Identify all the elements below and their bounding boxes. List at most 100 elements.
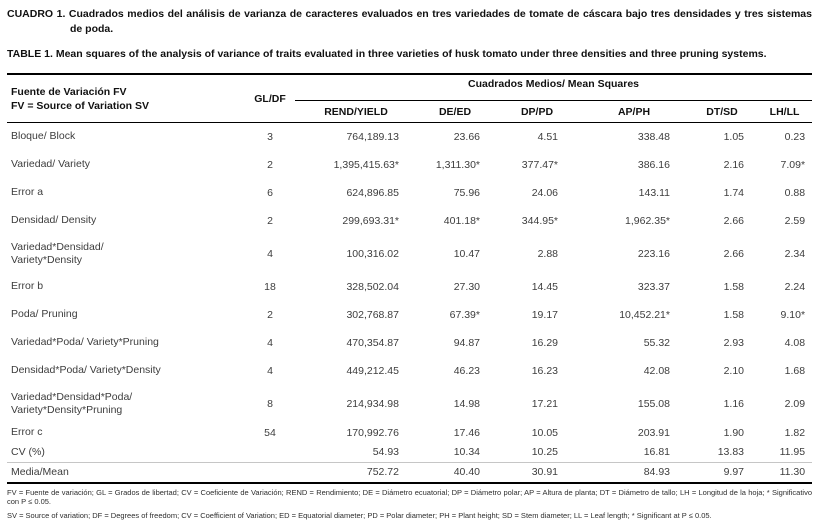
row-source: Variedad*Densidad*Poda/Variety*Density*P… xyxy=(7,385,245,423)
row-source-text: Media/Mean xyxy=(11,465,69,478)
row-source-text: Error b xyxy=(11,280,44,292)
row-source: Media/Mean xyxy=(7,462,245,483)
cell-ph: 155.08 xyxy=(637,397,670,410)
table-row-error-c: Error c 54 170,992.76 17.46 10.05 203.91… xyxy=(7,423,812,443)
cell-yield: 624,896.85 xyxy=(346,186,399,199)
row-source-text-2: Variety*Density*Pruning xyxy=(11,403,123,416)
cell-ph: 386.16 xyxy=(637,158,670,171)
row-source-text-2: Variety*Density xyxy=(11,253,82,266)
caption-spanish-text: Cuadrados medios del análisis de varianz… xyxy=(68,8,812,35)
cell-ed: 10.34 xyxy=(453,446,480,459)
row-source: Variedad*Poda/ Variety*Pruning xyxy=(7,329,245,357)
cell-ll: 2.24 xyxy=(784,280,806,293)
col-header-sd: DT/SD xyxy=(687,100,757,123)
cell-ll: 4.08 xyxy=(784,336,806,349)
row-source-text: Variedad/ Variety xyxy=(11,158,90,170)
footnote-english: SV = Source of variation; DF = Degrees o… xyxy=(7,510,712,520)
table-row-variety: Variedad/ Variety 2 1,395,415.63* 1,311.… xyxy=(7,151,812,179)
cell-ed: 27.30 xyxy=(453,280,480,293)
cell-pd: 17.21 xyxy=(531,397,558,410)
row-source-text: Error c xyxy=(11,426,43,438)
source-column-header: Fuente de Variación FV FV = Source of Va… xyxy=(7,74,245,123)
cell-ll: 9.10* xyxy=(780,308,806,321)
cell-sd: 1.74 xyxy=(723,186,744,199)
table-row-variety-density-pruning: Variedad*Densidad*Poda/Variety*Density*P… xyxy=(7,385,812,423)
cell-ed: 40.40 xyxy=(417,462,493,483)
col-header-ll: LH/LL xyxy=(757,100,813,123)
row-df: 54 xyxy=(264,426,276,439)
cell-pd: 16.23 xyxy=(531,364,558,377)
cell-ll: 0.88 xyxy=(784,186,806,199)
cell-ll: 7.09* xyxy=(780,158,806,171)
row-df: 2 xyxy=(267,158,273,171)
cell-sd: 2.10 xyxy=(723,364,744,377)
cell-ll: 2.59 xyxy=(784,214,806,227)
cell-ll: 11.95 xyxy=(779,446,806,459)
row-source: Bloque/ Block xyxy=(7,123,245,151)
table-row-variety-density: Variedad*Densidad/Variety*Density 4 100,… xyxy=(7,235,812,273)
cell-ll: 2.34 xyxy=(784,247,806,260)
mean-squares-span-header: Cuadrados Medios/ Mean Squares xyxy=(295,74,813,101)
row-source: Error b xyxy=(7,273,245,301)
table-row-variety-pruning: Variedad*Poda/ Variety*Pruning 4 470,354… xyxy=(7,329,812,357)
table-body: Bloque/ Block 3 764,189.13 23.66 4.51 33… xyxy=(7,123,813,483)
caption-english-text: Mean squares of the analysis of variance… xyxy=(55,48,767,60)
cell-ph: 203.91 xyxy=(637,426,670,439)
cell-sd: 2.66 xyxy=(723,247,744,260)
cell-yield: 449,212.45 xyxy=(346,364,399,377)
cell-pd: 4.51 xyxy=(537,130,558,143)
row-source-text: Variedad*Poda/ Variety*Pruning xyxy=(11,336,159,348)
cell-sd: 2.16 xyxy=(723,158,744,171)
cell-sd: 1.58 xyxy=(723,308,744,321)
caption-english-label: TABLE 1. xyxy=(7,48,53,60)
col-header-yield: REND/YIELD xyxy=(295,100,417,123)
cell-yield: 299,693.31* xyxy=(342,214,399,227)
caption-spanish-label: CUADRO 1. xyxy=(7,8,66,20)
cell-ll: 0.23 xyxy=(784,130,806,143)
cell-pd: 14.45 xyxy=(531,280,558,293)
col-header-ed: DE/ED xyxy=(417,100,493,123)
cell-ph: 55.32 xyxy=(643,336,670,349)
caption-english: TABLE 1. Mean squares of the analysis of… xyxy=(7,47,812,62)
row-df: 4 xyxy=(267,247,273,260)
row-source-text: Densidad/ Density xyxy=(11,214,97,226)
cell-ph: 84.93 xyxy=(581,462,687,483)
cell-sd: 1.58 xyxy=(723,280,744,293)
cell-pd: 10.05 xyxy=(531,426,558,439)
cell-ed: 75.96 xyxy=(453,186,480,199)
cell-pd: 377.47* xyxy=(521,158,558,171)
row-df: 2 xyxy=(267,214,273,227)
table-row-cv: CV (%) 54.93 10.34 10.25 16.81 13.83 11.… xyxy=(7,443,812,463)
source-header-spanish: Fuente de Variación FV xyxy=(11,85,127,98)
table-header: Fuente de Variación FV FV = Source of Va… xyxy=(7,74,813,123)
row-df: 8 xyxy=(267,397,273,410)
table-row-mean: Media/Mean 752.72 40.40 30.91 84.93 9.97… xyxy=(7,462,813,483)
cell-yield: 54.93 xyxy=(372,446,399,459)
cell-pd: 24.06 xyxy=(531,186,558,199)
cell-sd: 2.93 xyxy=(723,336,744,349)
row-source: CV (%) xyxy=(7,443,245,463)
df-column-header: GL/DF xyxy=(245,74,295,123)
cell-pd: 16.29 xyxy=(531,336,558,349)
row-source-text: Variedad*Densidad/ xyxy=(11,240,104,253)
row-source: Variedad/ Variety xyxy=(7,151,245,179)
cell-yield: 1,395,415.63* xyxy=(333,158,399,171)
cell-sd: 1.90 xyxy=(723,426,744,439)
row-source-text: Poda/ Pruning xyxy=(11,308,78,320)
cell-ed: 23.66 xyxy=(453,130,480,143)
cell-yield: 328,502.04 xyxy=(346,280,399,293)
col-header-pd: DP/PD xyxy=(493,100,581,123)
table-row-error-b: Error b 18 328,502.04 27.30 14.45 323.37… xyxy=(7,273,812,301)
row-df xyxy=(245,462,295,483)
cell-ll: 2.09 xyxy=(784,397,806,410)
row-source-text: Densidad*Poda/ Variety*Density xyxy=(11,364,161,376)
cell-ed: 17.46 xyxy=(453,426,480,439)
cell-ed: 10.47 xyxy=(453,247,480,260)
row-source: Error c xyxy=(7,423,245,443)
cell-ed: 94.87 xyxy=(453,336,480,349)
cell-sd: 1.16 xyxy=(723,397,744,410)
row-df: 18 xyxy=(264,280,276,293)
row-source-text: Error a xyxy=(11,186,44,198)
row-source-text: Bloque/ Block xyxy=(11,130,76,143)
